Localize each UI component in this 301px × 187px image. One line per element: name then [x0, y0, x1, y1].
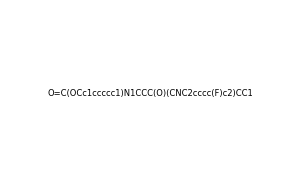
Text: O=C(OCc1ccccc1)N1CCC(O)(CNC2cccc(F)c2)CC1: O=C(OCc1ccccc1)N1CCC(O)(CNC2cccc(F)c2)CC… [48, 89, 253, 98]
